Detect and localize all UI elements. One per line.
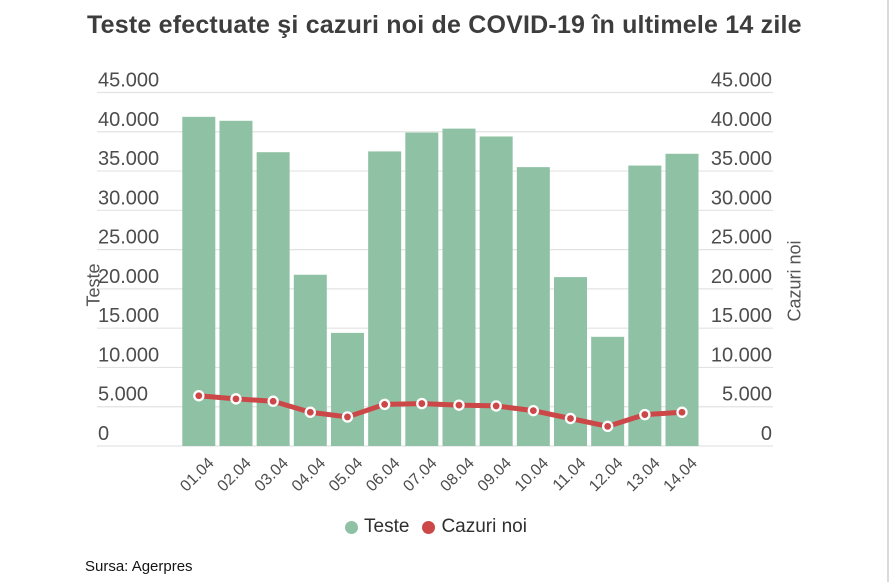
right-axis-title: Cazuri noi [784, 240, 805, 322]
x-tick-label-13.04: 13.04 [623, 455, 663, 495]
x-tick-label-12.04: 12.04 [586, 455, 626, 495]
bar-teste-05.04[interactable] [330, 332, 364, 446]
x-tick-label-04.04: 04.04 [289, 455, 329, 495]
chart-title: Teste efectuate şi cazuri noi de COVID-1… [87, 11, 802, 39]
bar-teste-02.04[interactable] [219, 120, 253, 446]
x-tick-label-08.04: 08.04 [437, 455, 477, 495]
y-tick-label-left: 20.000 [98, 266, 159, 288]
point-cazuri-noi-04.04[interactable] [306, 408, 314, 416]
legend-label-teste: Teste [364, 516, 410, 537]
x-tick-label-01.04: 01.04 [177, 455, 217, 495]
point-cazuri-noi-05.04[interactable] [344, 413, 351, 421]
point-cazuri-noi-01.04[interactable] [195, 392, 203, 400]
bar-teste-06.04[interactable] [368, 151, 402, 446]
point-cazuri-noi-06.04[interactable] [381, 400, 389, 408]
legend: Teste Cazuri noi [0, 516, 872, 538]
y-tick-label-left: 40.000 [98, 109, 159, 131]
bar-teste-08.04[interactable] [442, 128, 476, 446]
bar-teste-07.04[interactable] [405, 132, 439, 446]
point-cazuri-noi-09.04[interactable] [492, 402, 500, 410]
y-tick-label-left: 35.000 [98, 148, 159, 170]
x-tick-label-02.04: 02.04 [214, 455, 254, 495]
point-cazuri-noi-08.04[interactable] [455, 401, 463, 409]
y-tick-label-right: 15.000 [711, 305, 772, 327]
y-tick-label-left: 25.000 [98, 227, 159, 249]
x-tick-label-06.04: 06.04 [363, 455, 403, 495]
point-cazuri-noi-11.04[interactable] [567, 415, 574, 422]
bar-teste-13.04[interactable] [628, 165, 662, 446]
point-cazuri-noi-10.04[interactable] [529, 407, 537, 415]
x-tick-label-05.04: 05.04 [326, 455, 366, 495]
chart: 0 0 5.000 5.000 10.000 10.000 15.000 15.000 20.0… [97, 70, 773, 495]
bar-teste-10.04[interactable] [516, 167, 550, 446]
y-tick-label-right: 20.000 [711, 266, 772, 288]
y-tick-label-right: 25.000 [711, 227, 772, 249]
legend-label-cazuri-noi: Cazuri noi [441, 516, 527, 537]
y-tick-label-left: 30.000 [98, 187, 159, 209]
x-tick-label-14.04: 14.04 [661, 455, 701, 495]
point-cazuri-noi-07.04[interactable] [418, 400, 426, 407]
y-tick-label-right: 45.000 [711, 70, 772, 92]
y-tick-label-right: 5.000 [722, 384, 772, 406]
bar-teste-04.04[interactable] [293, 274, 327, 446]
legend-item-teste[interactable]: Teste [345, 516, 409, 538]
y-tick-label-left: 10.000 [98, 344, 159, 366]
y-tick-label-left: 0 [98, 423, 109, 445]
point-cazuri-noi-12.04[interactable] [604, 422, 612, 430]
bar-teste-14.04[interactable] [665, 153, 699, 447]
point-cazuri-noi-03.04[interactable] [269, 397, 277, 405]
x-tick-label-09.04: 09.04 [475, 455, 515, 495]
y-tick-label-left: 5.000 [98, 384, 148, 406]
point-cazuri-noi-02.04[interactable] [232, 395, 240, 403]
y-tick-label-right: 35.000 [711, 148, 772, 170]
x-tick-label-07.04: 07.04 [400, 455, 440, 495]
left-axis-title: Teste [83, 263, 104, 307]
cazuri-noi-line[interactable] [196, 393, 685, 429]
x-tick-label-03.04: 03.04 [252, 455, 292, 495]
y-tick-label-left: 45.000 [98, 70, 159, 92]
cazuri-noi-swatch-icon [422, 520, 436, 534]
teste-swatch-icon [345, 520, 359, 534]
y-tick-label-left: 15.000 [98, 305, 159, 327]
x-tick-label-10.04: 10.04 [512, 455, 552, 495]
x-tick-label-11.04: 11.04 [550, 455, 590, 495]
y-tick-label-right: 0 [761, 423, 772, 445]
right-border [887, 0, 889, 582]
point-cazuri-noi-14.04[interactable] [678, 408, 686, 416]
legend-item-cazuri-noi[interactable]: Cazuri noi [422, 516, 527, 538]
point-cazuri-noi-13.04[interactable] [641, 411, 649, 418]
y-tick-label-right: 40.000 [711, 109, 772, 131]
bar-teste-09.04[interactable] [479, 136, 513, 447]
source-note: Sursa: Agerpres [85, 558, 193, 575]
y-tick-label-right: 10.000 [711, 344, 772, 366]
y-tick-label-right: 30.000 [711, 187, 772, 209]
